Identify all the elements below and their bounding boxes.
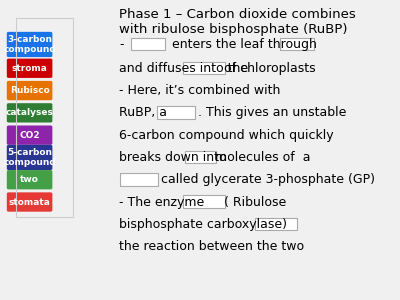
FancyBboxPatch shape	[7, 125, 52, 145]
Text: 6-carbon compound which quickly: 6-carbon compound which quickly	[119, 129, 334, 142]
Text: stroma: stroma	[12, 64, 48, 73]
Text: Rubisco: Rubisco	[10, 86, 50, 95]
Text: Phase 1 – Carbon dioxide combines: Phase 1 – Carbon dioxide combines	[119, 8, 356, 21]
Text: CO2: CO2	[19, 130, 40, 140]
FancyBboxPatch shape	[130, 38, 165, 50]
FancyBboxPatch shape	[7, 170, 52, 189]
Text: two: two	[20, 175, 39, 184]
Text: and diffuses into the: and diffuses into the	[119, 62, 248, 75]
FancyBboxPatch shape	[7, 32, 52, 57]
FancyBboxPatch shape	[185, 151, 216, 164]
FancyBboxPatch shape	[7, 145, 52, 170]
Text: 5-carbon
compound: 5-carbon compound	[3, 148, 56, 167]
FancyBboxPatch shape	[7, 81, 52, 100]
Text: enters the leaf through: enters the leaf through	[172, 38, 316, 51]
Text: - Here, it’s combined with: - Here, it’s combined with	[119, 84, 280, 97]
Text: of chloroplasts: of chloroplasts	[224, 62, 316, 75]
FancyBboxPatch shape	[183, 196, 225, 208]
Text: the reaction between the two: the reaction between the two	[119, 240, 304, 253]
Text: -: -	[119, 38, 124, 51]
FancyBboxPatch shape	[7, 103, 52, 122]
FancyBboxPatch shape	[120, 173, 158, 186]
Text: molecules of  a: molecules of a	[216, 151, 311, 164]
FancyBboxPatch shape	[280, 38, 314, 50]
Text: - The enzyme: - The enzyme	[119, 196, 204, 208]
FancyBboxPatch shape	[255, 218, 297, 230]
Text: bisphosphate carboxylase): bisphosphate carboxylase)	[119, 218, 287, 231]
Text: catalyses: catalyses	[6, 108, 54, 117]
Text: breaks down into: breaks down into	[119, 151, 227, 164]
Text: RuBP, a: RuBP, a	[119, 106, 167, 119]
Text: stomata: stomata	[9, 197, 50, 206]
FancyBboxPatch shape	[7, 58, 52, 78]
FancyBboxPatch shape	[7, 192, 52, 212]
Text: called glycerate 3-phosphate (GP): called glycerate 3-phosphate (GP)	[161, 173, 375, 186]
Text: . This gives an unstable: . This gives an unstable	[198, 106, 346, 119]
Text: with ribulose bisphosphate (RuBP): with ribulose bisphosphate (RuBP)	[119, 23, 348, 36]
FancyBboxPatch shape	[183, 62, 225, 74]
Text: 3-carbon
compound: 3-carbon compound	[3, 35, 56, 54]
Text: ( Ribulose: ( Ribulose	[224, 196, 286, 208]
FancyBboxPatch shape	[157, 106, 195, 119]
